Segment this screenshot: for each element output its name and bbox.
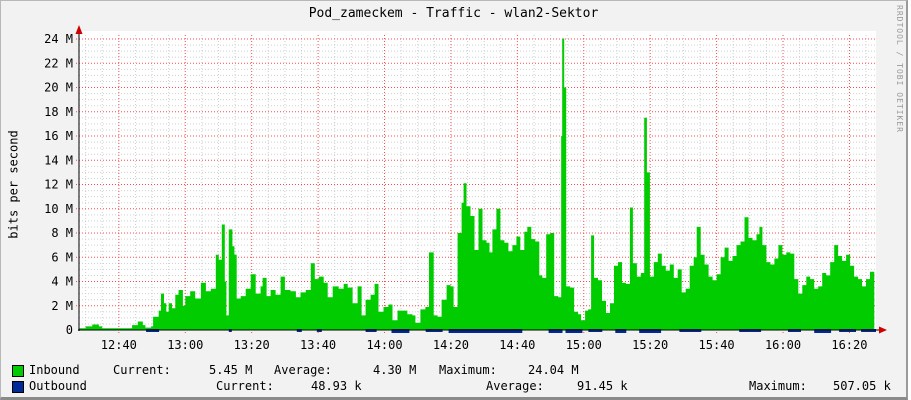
x-tick-label: 15:00 [566, 338, 602, 352]
y-tick-label: 20 M [44, 81, 73, 95]
y-tick-label: 12 M [44, 178, 73, 192]
x-tick-label: 15:20 [632, 338, 668, 352]
outbound-segment [548, 329, 563, 333]
x-tick-label: 16:00 [765, 338, 801, 352]
y-tick-label: 4 M [51, 275, 73, 289]
inbound-area [79, 38, 875, 330]
outbound-average-value: 91.45 k [577, 379, 628, 393]
y-tick-label: 8 M [51, 226, 73, 240]
inbound-swatch [12, 365, 24, 377]
outbound-maximum-value: 507.05 k [833, 379, 891, 393]
y-tick-label: 10 M [44, 202, 73, 216]
y-tick-label: 14 M [44, 153, 73, 167]
outbound-segment [814, 329, 832, 333]
outbound-segment [639, 329, 662, 333]
x-tick-label: 13:00 [167, 338, 203, 352]
outbound-current-value: 48.93 k [311, 379, 362, 393]
y-tick-label: 24 M [44, 32, 73, 46]
x-tick-label: 12:40 [101, 338, 137, 352]
x-axis-arrow [879, 326, 887, 334]
rrdtool-watermark: RRDTOOL / TOBI OETIKER [895, 5, 904, 133]
outbound-average-label: Average: [486, 379, 544, 393]
x-tick-label: 14:40 [499, 338, 535, 352]
inbound-average-label: Average: [274, 363, 332, 377]
outbound-segment [615, 329, 627, 333]
x-tick-label: 15:40 [699, 338, 735, 352]
outbound-segment [565, 329, 583, 333]
y-tick-label: 6 M [51, 250, 73, 264]
inbound-current-value: 5.45 M [209, 363, 253, 377]
outbound-swatch [12, 381, 24, 393]
x-tick-label: 13:20 [234, 338, 270, 352]
y-tick-label: 0 [66, 323, 73, 337]
x-tick-label: 13:40 [300, 338, 336, 352]
inbound-average-value: 4.30 M [373, 363, 417, 377]
y-tick-label: 22 M [44, 56, 73, 70]
inbound-maximum-value: 24.04 M [528, 363, 579, 377]
inbound-label: Inbound [29, 363, 80, 377]
y-axis-arrow [75, 25, 83, 34]
outbound-segment [391, 329, 410, 333]
x-tick-label: 14:20 [433, 338, 469, 352]
graph-title: Pod_zameckem - Traffic - wlan2-Sektor [308, 6, 599, 21]
x-tick-label: 14:00 [366, 338, 402, 352]
y-tick-label: 18 M [44, 105, 73, 119]
outbound-current-label: Current: [216, 379, 274, 393]
inbound-current-label: Current: [113, 363, 171, 377]
y-tick-label: 2 M [51, 299, 73, 313]
y-tick-label: 16 M [44, 129, 73, 143]
inbound-maximum-label: Maximum: [439, 363, 497, 377]
x-tick-label: 16:20 [831, 338, 867, 352]
outbound-segment [448, 329, 523, 333]
outbound-label: Outbound [29, 379, 87, 393]
outbound-maximum-label: Maximum: [749, 379, 807, 393]
